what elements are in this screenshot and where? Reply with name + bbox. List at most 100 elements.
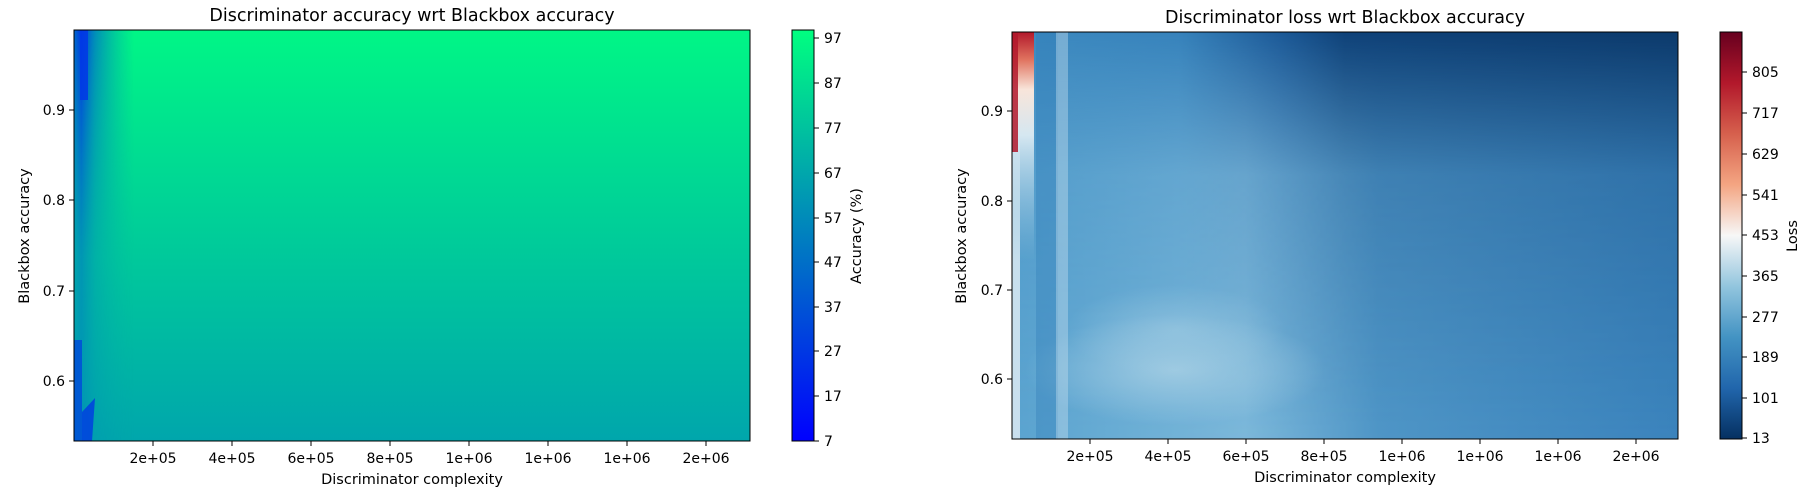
x-tick-label: 6e+05 [287, 451, 334, 467]
colorbar-tick: 541 [1742, 188, 1779, 204]
colorbar-gradient [791, 29, 815, 442]
y-tick-label: 0.6 [981, 372, 1003, 388]
x-tick-label: 4e+05 [1144, 449, 1191, 465]
colorbar: 805 717 629 541 453 365 277 189 101 13 L… [1719, 31, 1801, 447]
plot-frame [1011, 31, 1679, 440]
loss-heatmap-panel: Discriminator loss wrt Blackbox accuracy… [954, 8, 1801, 486]
x-tick-label: 1e+06 [445, 451, 492, 467]
y-tick-label: 0.8 [981, 194, 1003, 210]
accuracy-heatmap-panel: Discriminator accuracy wrt Blackbox accu… [17, 6, 865, 488]
x-tick-label: 6e+05 [1222, 449, 1269, 465]
colorbar-tick-label: 47 [824, 255, 842, 271]
y-tick-label: 0.6 [43, 374, 65, 390]
x-tick: 8e+05 [366, 441, 414, 467]
x-tick: 6e+05 [1222, 439, 1270, 465]
colorbar-tick: 101 [1742, 391, 1779, 407]
y-tick: 0.6 [981, 372, 1012, 388]
x-tick: 1e+06 [1378, 439, 1426, 465]
x-tick: 8e+05 [1300, 439, 1348, 465]
colorbar-tick: 189 [1742, 350, 1779, 366]
x-tick-label: 4e+05 [208, 451, 255, 467]
x-tick-label: 2e+05 [129, 451, 176, 467]
colorbar-tick: 629 [1742, 147, 1779, 163]
colorbar-tick-label: 365 [1752, 269, 1779, 285]
colorbar-gradient [1719, 31, 1743, 440]
colorbar-tick: 87 [814, 76, 842, 92]
y-tick: 0.7 [981, 283, 1012, 299]
y-tick-label: 0.7 [43, 284, 65, 300]
x-tick-label: 1e+06 [1534, 449, 1581, 465]
x-tick: 1e+06 [524, 441, 572, 467]
x-tick-label: 2e+06 [1612, 449, 1659, 465]
heatmap-image [1012, 32, 1678, 439]
colorbar-tick-label: 37 [824, 300, 842, 316]
colorbar-tick: 37 [814, 300, 842, 316]
colorbar-tick: 453 [1742, 228, 1779, 244]
colorbar-tick-label: 541 [1752, 188, 1779, 204]
colorbar-tick: 13 [1742, 431, 1770, 447]
x-tick-label: 1e+06 [1456, 449, 1503, 465]
x-tick: 2e+06 [1612, 439, 1660, 465]
colorbar-tick: 17 [814, 389, 842, 405]
colorbar-tick: 717 [1742, 106, 1779, 122]
colorbar-tick: 365 [1742, 269, 1779, 285]
x-tick-label: 2e+05 [1066, 449, 1113, 465]
x-tick-label: 1e+06 [1378, 449, 1425, 465]
x-axis-label: Discriminator complexity [321, 472, 503, 488]
colorbar-tick-label: 453 [1752, 228, 1779, 244]
colorbar-tick-label: 805 [1752, 65, 1779, 81]
colorbar-tick-label: 97 [824, 31, 842, 47]
y-tick-label: 0.8 [43, 193, 65, 209]
heatmap-image [74, 30, 750, 441]
y-tick-label: 0.7 [981, 283, 1003, 299]
colorbar-label: Loss [1785, 220, 1801, 252]
x-tick: 4e+05 [1144, 439, 1192, 465]
colorbar-tick-label: 189 [1752, 350, 1779, 366]
y-axis-label: Blackbox accuracy [954, 168, 970, 304]
y-tick: 0.9 [981, 104, 1012, 120]
colorbar-tick-label: 67 [824, 166, 842, 182]
chart-title: Discriminator loss wrt Blackbox accuracy [1165, 8, 1525, 28]
colorbar-tick-label: 87 [824, 76, 842, 92]
colorbar-tick-label: 7 [824, 434, 833, 450]
y-axis: 0.6 0.7 0.8 0.9 [43, 103, 74, 390]
x-tick-label: 8e+05 [366, 451, 413, 467]
x-tick-label: 1e+06 [603, 451, 650, 467]
x-tick-label: 2e+06 [682, 451, 729, 467]
x-tick: 1e+06 [445, 441, 493, 467]
x-tick: 2e+05 [129, 441, 177, 467]
x-axis-label: Discriminator complexity [1254, 470, 1436, 486]
colorbar-tick-label: 27 [824, 344, 842, 360]
x-tick-label: 1e+06 [524, 451, 571, 467]
colorbar-tick: 97 [814, 31, 842, 47]
colorbar-tick-label: 629 [1752, 147, 1779, 163]
colorbar-tick-label: 717 [1752, 106, 1779, 122]
colorbar-tick: 277 [1742, 310, 1779, 326]
x-tick: 2e+06 [682, 441, 730, 467]
x-tick: 1e+06 [1534, 439, 1582, 465]
y-axis: 0.6 0.7 0.8 0.9 [981, 104, 1012, 388]
plot-frame [73, 29, 751, 442]
colorbar-tick-label: 57 [824, 211, 842, 227]
y-tick: 0.8 [981, 194, 1012, 210]
y-tick: 0.9 [43, 103, 74, 119]
x-tick: 2e+05 [1066, 439, 1114, 465]
colorbar-tick: 27 [814, 344, 842, 360]
colorbar-tick-label: 101 [1752, 391, 1779, 407]
y-tick-label: 0.9 [43, 103, 65, 119]
x-tick: 4e+05 [208, 441, 256, 467]
x-axis: 2e+05 4e+05 6e+05 8e+05 1e+06 1e+06 [1066, 439, 1660, 465]
colorbar-tick: 67 [814, 166, 842, 182]
colorbar-tick: 77 [814, 121, 842, 137]
colorbar-label: Accuracy (%) [849, 188, 865, 284]
colorbar-tick-label: 277 [1752, 310, 1779, 326]
colorbar-tick-label: 17 [824, 389, 842, 405]
x-tick-label: 8e+05 [1300, 449, 1347, 465]
x-tick: 1e+06 [603, 441, 651, 467]
y-axis-label: Blackbox accuracy [17, 168, 33, 304]
colorbar-tick: 57 [814, 211, 842, 227]
colorbar-tick-label: 13 [1752, 431, 1770, 447]
colorbar-tick: 805 [1742, 65, 1779, 81]
x-axis: 2e+05 4e+05 6e+05 8e+05 1e+06 1e+06 [129, 441, 730, 467]
